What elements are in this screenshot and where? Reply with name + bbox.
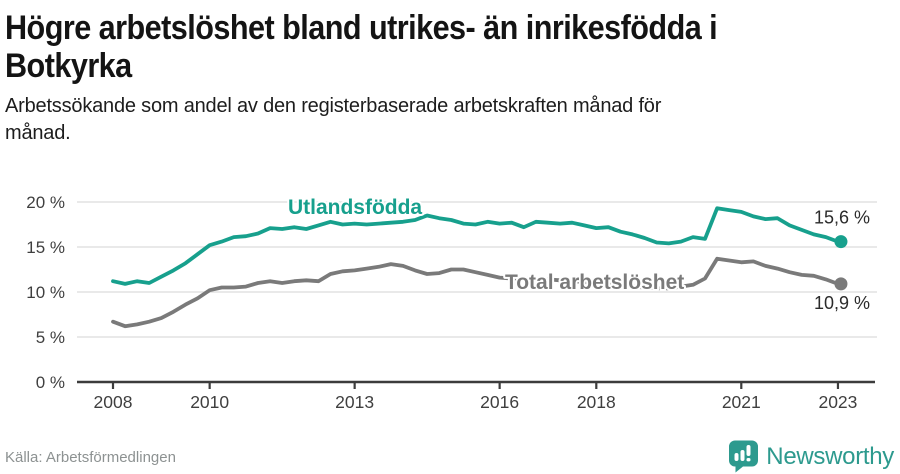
page-title: Högre arbetslöshet bland utrikes- än inr… xyxy=(5,9,718,86)
series-end-dot-total-arbetsl-shet xyxy=(834,277,848,291)
series-line-total-arbetsl-shet xyxy=(111,256,840,329)
series-end-value-total-arbetsl-shet: 10,9 % xyxy=(814,293,870,313)
series-line-utlandsf-dda xyxy=(111,206,840,286)
y-axis-tick-label: 15 % xyxy=(26,238,65,257)
x-axis-tick-label: 2010 xyxy=(190,392,229,412)
series-end-dot-utlandsf-dda xyxy=(834,235,848,249)
x-axis-tick-label: 2021 xyxy=(722,392,761,412)
logo-exclamation-bar xyxy=(746,445,751,456)
x-axis-tick-label: 2018 xyxy=(577,392,616,412)
y-axis-tick-label: 10 % xyxy=(26,283,65,302)
source-note: Källa: Arbetsförmedlingen xyxy=(5,449,176,466)
x-axis-tick-label: 2023 xyxy=(818,392,857,412)
newsworthy-logo[interactable]: Newsworthy xyxy=(728,440,894,473)
logo-bar-2 xyxy=(740,450,745,461)
y-axis-tick-label: 0 % xyxy=(36,373,65,392)
y-axis-tick-label: 5 % xyxy=(36,328,65,347)
logo-exclamation-dot xyxy=(746,458,751,462)
chart-subtitle: Arbetssökande som andel av den registerb… xyxy=(5,95,662,144)
x-axis-tick-label: 2013 xyxy=(335,392,374,412)
newsworthy-logo-text: Newsworthy xyxy=(766,442,894,470)
logo-bar-1 xyxy=(734,453,739,461)
x-axis-tick-label: 2008 xyxy=(94,392,133,412)
newsworthy-logo-icon xyxy=(729,440,759,473)
y-axis-tick-label: 20 % xyxy=(26,193,65,212)
series-name-label-utlandsf-dda: Utlandsfödda xyxy=(288,196,422,219)
series-end-value-utlandsf-dda: 15,6 % xyxy=(814,208,870,228)
x-axis-tick-label: 2016 xyxy=(480,392,519,412)
series-name-label-total-arbetsl-shet: Total arbetslöshet xyxy=(505,271,684,294)
